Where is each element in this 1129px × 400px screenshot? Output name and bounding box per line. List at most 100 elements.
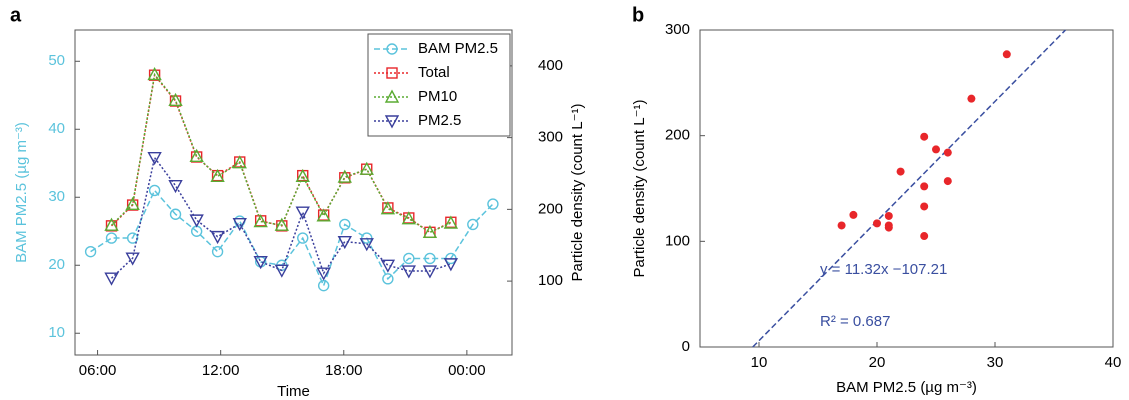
marker [253, 214, 268, 228]
fit-equation: y = 11.32x −107.21 [820, 261, 947, 278]
legend-label: Total [418, 64, 450, 81]
y-tick-label: 10 [48, 324, 65, 341]
y-tick-label: 100 [665, 232, 690, 249]
x-tick-label: 12:00 [202, 362, 240, 379]
marker [467, 218, 479, 231]
marker [386, 67, 398, 79]
x-tick-label: 10 [751, 354, 768, 371]
legend-box [367, 33, 511, 137]
y-tick-label: 20 [48, 256, 65, 273]
marker [317, 279, 330, 292]
marker [104, 272, 119, 286]
marker [274, 264, 289, 278]
marker [359, 238, 374, 252]
x-tick-label: 20 [869, 354, 886, 371]
marker [339, 218, 351, 231]
marker [105, 220, 118, 232]
point [920, 202, 929, 211]
point [884, 211, 893, 220]
y-tick-label: 50 [48, 52, 65, 69]
marker [210, 230, 225, 245]
y2-tick-label: 100 [538, 272, 563, 289]
x-tick-label: 30 [987, 354, 1004, 371]
marker [384, 115, 400, 129]
point [884, 221, 893, 230]
marker [211, 245, 224, 258]
marker [380, 259, 396, 273]
marker [443, 215, 459, 229]
panel-label: b [632, 4, 644, 26]
y2-tick-label: 200 [538, 200, 563, 217]
panel-label: a [10, 4, 22, 26]
y2-tick-label: 300 [538, 129, 563, 146]
x-tick-label: 00:00 [448, 362, 486, 379]
marker [148, 69, 161, 81]
series-line [110, 72, 452, 234]
marker [253, 256, 268, 270]
point [943, 148, 952, 157]
marker [148, 184, 161, 197]
marker [84, 245, 97, 258]
marker [104, 217, 119, 231]
x-axis-label: Time [277, 383, 310, 400]
legend-label: PM10 [418, 88, 457, 105]
marker [359, 161, 374, 175]
marker [147, 67, 162, 81]
y-tick-label: 30 [48, 188, 65, 205]
marker [339, 172, 351, 184]
point [920, 232, 929, 241]
series-line [111, 155, 452, 279]
y-tick-label: 300 [665, 21, 690, 38]
marker [401, 211, 416, 225]
marker [169, 208, 182, 220]
x-tick-label: 40 [1105, 354, 1122, 371]
marker [316, 267, 331, 281]
marker [401, 265, 416, 279]
x-tick-label: 06:00 [79, 362, 117, 379]
marker [422, 224, 438, 239]
marker [337, 169, 352, 183]
marker [168, 179, 183, 194]
marker [232, 155, 247, 169]
point [932, 145, 940, 154]
marker [384, 89, 400, 103]
marker [424, 252, 436, 265]
point [896, 167, 905, 176]
y2-tick-label: 400 [538, 57, 563, 74]
marker [297, 232, 309, 244]
plot-frame [74, 29, 513, 356]
plot-frame [699, 29, 1114, 348]
marker [337, 235, 352, 250]
point [943, 177, 952, 186]
y-tick-label: 0 [682, 338, 690, 355]
marker [403, 252, 415, 265]
fit-r2: R² = 0.687 [820, 313, 890, 330]
marker [382, 273, 394, 285]
marker [274, 217, 289, 231]
y2-axis-label: Particle density (count L⁻¹) [569, 104, 586, 282]
marker [125, 196, 140, 211]
marker [190, 151, 203, 163]
y-axis-label: Particle density (count L⁻¹) [631, 100, 648, 278]
legend-label: PM2.5 [418, 112, 461, 129]
marker [168, 92, 183, 107]
marker [276, 220, 288, 232]
marker [125, 252, 140, 266]
marker [105, 232, 118, 244]
point [873, 219, 881, 228]
marker [189, 214, 204, 228]
marker [380, 201, 396, 215]
y-axis-label: BAM PM2.5 (µg m⁻³) [13, 122, 30, 263]
marker [295, 206, 310, 220]
y-tick-label: 200 [665, 127, 690, 144]
point [837, 221, 846, 230]
marker [487, 198, 499, 210]
point [849, 210, 858, 219]
x-tick-label: 18:00 [325, 362, 363, 379]
x-axis-label: BAM PM2.5 (µg m⁻³) [836, 379, 977, 396]
marker [295, 168, 310, 183]
marker [169, 95, 182, 107]
marker [232, 218, 247, 232]
marker [210, 168, 225, 183]
